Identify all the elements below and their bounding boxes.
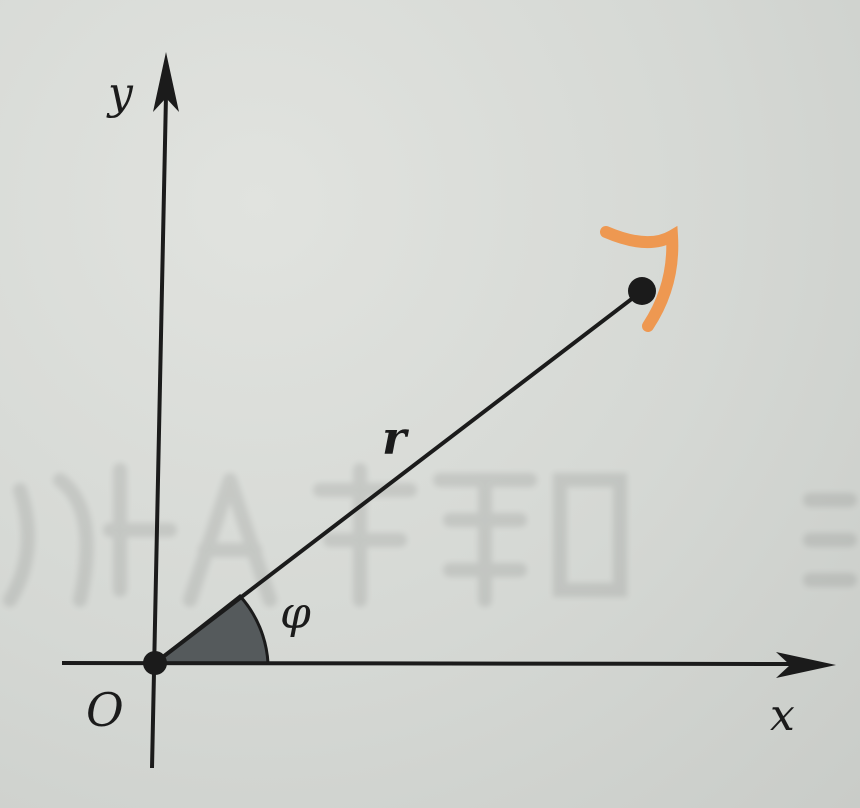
radius-line [153, 289, 644, 665]
x-axis-line [61, 661, 801, 666]
y-axis-label: y [106, 68, 134, 119]
radius-label: r [382, 411, 410, 465]
y-axis-arrowhead [153, 52, 179, 112]
angle-sector [150, 593, 270, 665]
orange-marker [600, 225, 679, 332]
origin-dot [143, 651, 167, 675]
x-axis-label: x [770, 690, 795, 741]
point-dot [628, 277, 656, 305]
angle-label: φ [280, 588, 311, 639]
origin-label: O [86, 683, 124, 737]
x-axis-arrowhead [776, 652, 836, 678]
